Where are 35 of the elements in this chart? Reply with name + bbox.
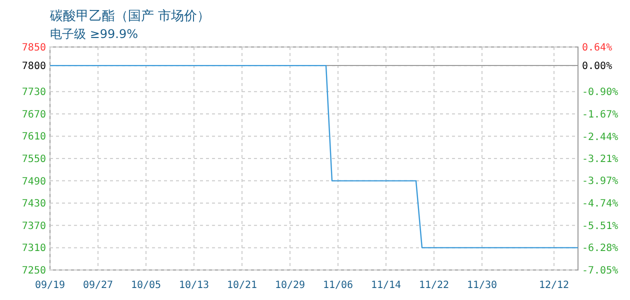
y2-tick-label: -7.05% (582, 266, 618, 276)
y2-tick-label: -2.44% (582, 132, 618, 143)
x-tick-label: 10/29 (274, 280, 306, 291)
chart-subtitle: 电子级 ≥99.9% (50, 27, 138, 41)
y2-tick-label: -5.51% (582, 220, 618, 232)
x-tick-label: 11/30 (466, 280, 498, 291)
y-tick-label: 7800 (22, 61, 46, 72)
y2-tick-label: -6.28% (582, 243, 618, 254)
y2-tick-label: -1.67% (582, 109, 618, 120)
x-tick-label: 09/19 (34, 280, 66, 291)
x-tick-label: 09/27 (82, 280, 114, 291)
y2-tick-label: -0.90% (582, 87, 618, 98)
x-tick-label: 10/21 (226, 280, 258, 291)
y-tick-label: 7250 (22, 266, 46, 276)
y-tick-label: 7610 (22, 132, 46, 143)
x-tick-label: 12/12 (538, 280, 570, 291)
y-tick-label: 7850 (22, 42, 46, 54)
y2-tick-label: 0.00% (582, 61, 612, 72)
x-tick-label: 11/06 (322, 280, 354, 291)
chart-title: 碳酸甲乙酯（国产 市场价） (49, 9, 210, 24)
y-tick-label: 7670 (22, 109, 46, 120)
y-tick-label: 7550 (22, 154, 46, 165)
y2-tick-label: -4.74% (582, 198, 618, 210)
y-tick-label: 7310 (22, 243, 46, 254)
y2-tick-label: 0.64% (582, 42, 612, 54)
y2-tick-label: -3.97% (582, 176, 618, 188)
x-tick-label: 10/13 (178, 280, 210, 291)
y-tick-label: 7490 (22, 176, 46, 188)
x-tick-label: 11/14 (370, 280, 402, 291)
y2-tick-label: -3.21% (582, 154, 618, 166)
y-tick-label: 7370 (22, 220, 46, 232)
x-tick-label: 10/05 (130, 280, 162, 291)
y-tick-label: 7430 (22, 198, 46, 210)
y-tick-label: 7730 (22, 87, 46, 98)
x-tick-label: 11/22 (418, 280, 450, 291)
